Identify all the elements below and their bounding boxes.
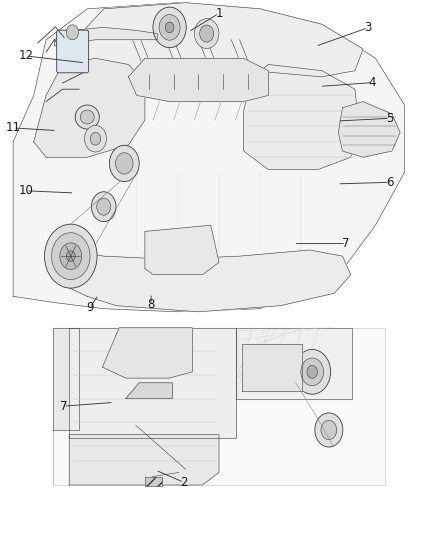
Circle shape: [159, 14, 180, 40]
Polygon shape: [54, 27, 157, 46]
Polygon shape: [13, 3, 404, 312]
Circle shape: [153, 7, 186, 47]
Circle shape: [301, 358, 324, 386]
Polygon shape: [53, 328, 79, 430]
FancyBboxPatch shape: [57, 30, 88, 73]
Text: 4: 4: [368, 76, 376, 89]
Circle shape: [307, 366, 318, 378]
Circle shape: [85, 125, 106, 152]
Polygon shape: [69, 328, 236, 438]
Polygon shape: [128, 58, 268, 102]
Bar: [145, 477, 162, 486]
Circle shape: [52, 233, 90, 280]
Circle shape: [294, 350, 331, 394]
Circle shape: [165, 22, 174, 33]
Text: 6: 6: [386, 176, 394, 189]
Circle shape: [90, 132, 101, 145]
Text: 5: 5: [386, 112, 393, 125]
Polygon shape: [244, 64, 359, 169]
Polygon shape: [242, 343, 302, 391]
Circle shape: [200, 25, 214, 42]
Circle shape: [66, 25, 78, 40]
Text: 8: 8: [148, 298, 155, 311]
Circle shape: [110, 146, 139, 182]
Bar: [53, 328, 385, 485]
Circle shape: [97, 198, 111, 215]
Text: 1: 1: [215, 7, 223, 20]
Circle shape: [45, 224, 97, 288]
Polygon shape: [339, 102, 400, 157]
Text: 7: 7: [60, 400, 67, 413]
Circle shape: [67, 251, 75, 262]
Text: 7: 7: [342, 237, 350, 250]
Polygon shape: [69, 435, 219, 485]
Polygon shape: [54, 250, 351, 312]
Circle shape: [60, 243, 82, 270]
Text: 12: 12: [19, 50, 34, 62]
Polygon shape: [145, 225, 219, 274]
Ellipse shape: [80, 110, 94, 124]
Polygon shape: [102, 328, 192, 378]
Circle shape: [321, 421, 337, 440]
Polygon shape: [34, 58, 145, 157]
Circle shape: [116, 153, 133, 174]
Text: 2: 2: [180, 476, 188, 489]
Ellipse shape: [75, 105, 99, 129]
Circle shape: [315, 413, 343, 447]
Text: 3: 3: [364, 21, 371, 34]
Polygon shape: [126, 383, 173, 399]
Circle shape: [194, 19, 219, 49]
Polygon shape: [63, 3, 363, 77]
Text: 9: 9: [86, 301, 94, 314]
Text: 11: 11: [6, 122, 21, 134]
Circle shape: [92, 192, 116, 222]
Text: 10: 10: [19, 184, 34, 197]
Polygon shape: [236, 328, 352, 399]
